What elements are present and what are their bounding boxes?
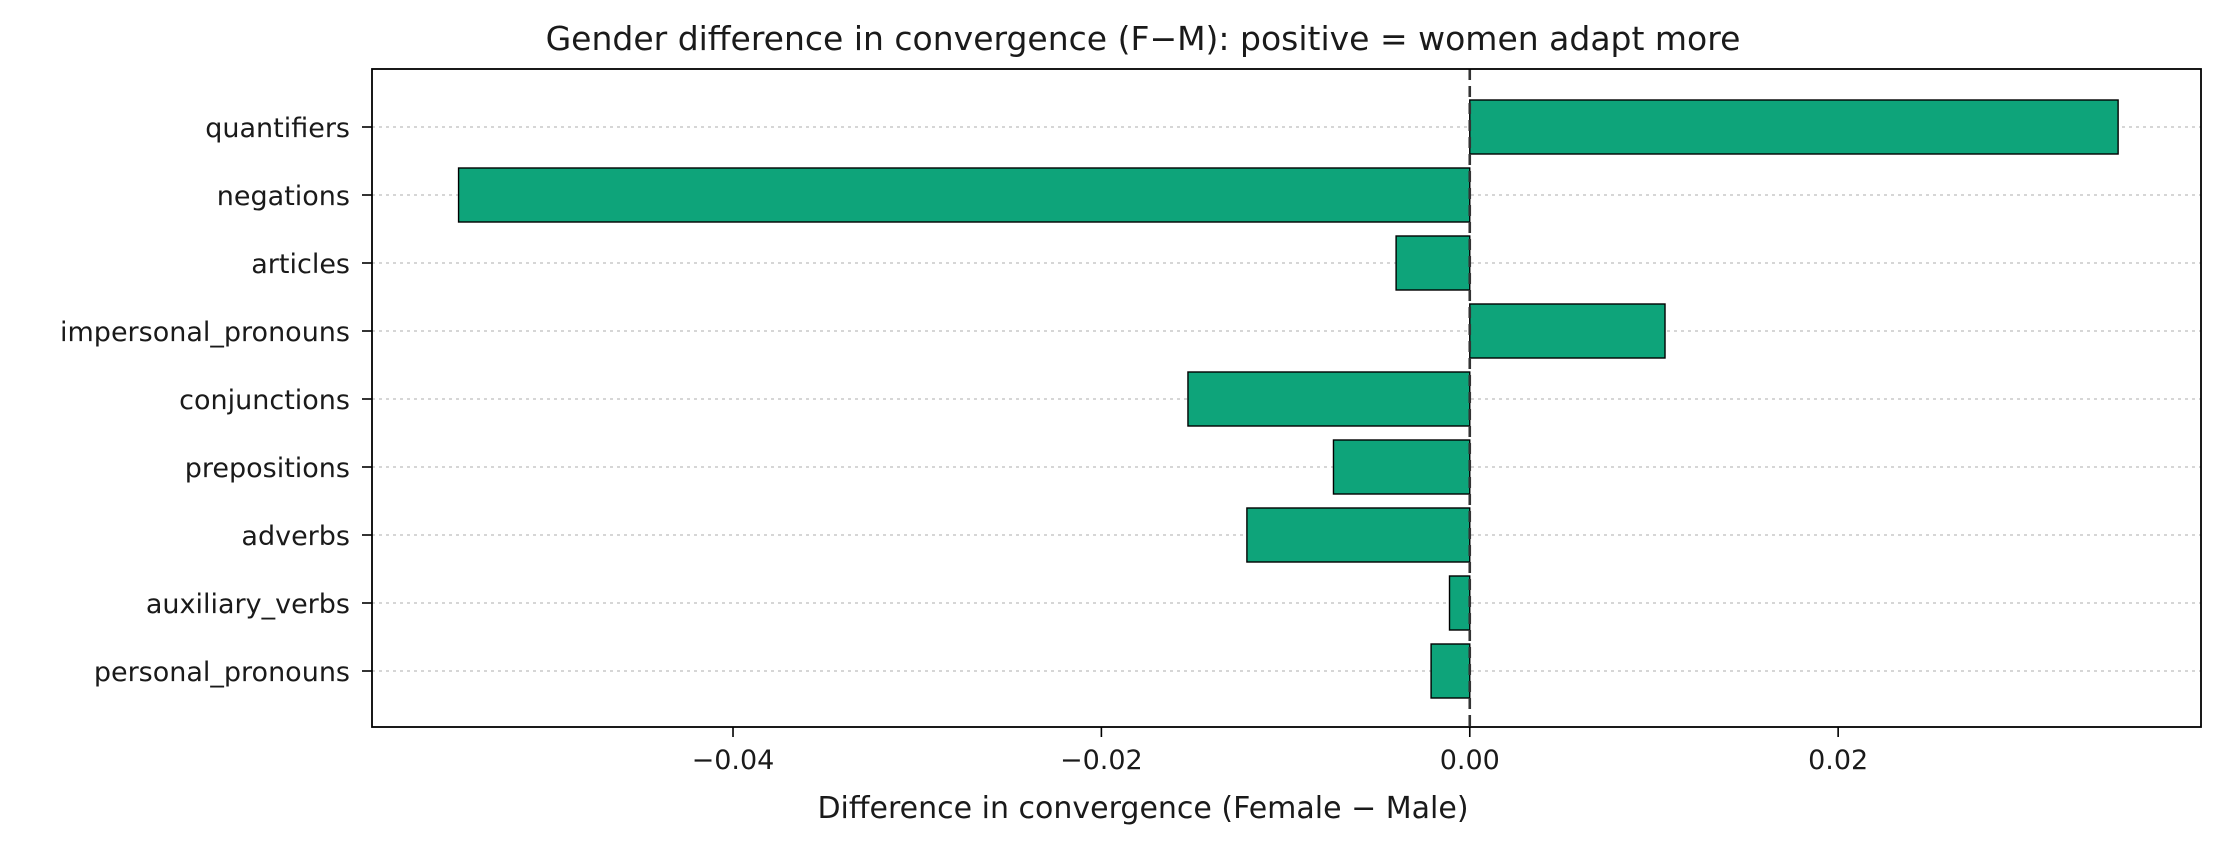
bars [457, 99, 2119, 699]
y-tick-label-prepositions: prepositions [185, 453, 350, 484]
bar-quantifiers [1469, 99, 2119, 155]
bar-prepositions [1332, 439, 1471, 495]
y-tick-label-quantifiers: quantifiers [205, 113, 350, 144]
bar-negations [457, 167, 1471, 223]
x-axis-label: Difference in convergence (Female − Male… [817, 791, 1468, 826]
y-tick-label-conjunctions: conjunctions [179, 385, 350, 416]
y-tick-label-articles: articles [251, 249, 350, 280]
x-tick-label-1: −0.02 [1060, 745, 1143, 776]
x-axis-ticks: −0.04 −0.02 0.00 0.02 [692, 727, 1868, 776]
x-tick-label-0: −0.04 [692, 745, 775, 776]
bar-personal_pronouns [1430, 643, 1471, 699]
chart-title: Gender difference in convergence (F−M): … [546, 19, 1741, 58]
y-tick-label-personal_pronouns: personal_pronouns [94, 657, 350, 688]
bar-impersonal_pronouns [1469, 303, 1666, 359]
y-tick-label-negations: negations [217, 181, 350, 212]
y-axis-ticks: quantifiers negations articles impersonal_p… [60, 113, 372, 688]
plot-frame [371, 68, 2202, 728]
bar-adverbs [1246, 507, 1471, 563]
x-tick-label-2: 0.00 [1440, 745, 1500, 776]
bar-auxiliary_verbs [1448, 575, 1471, 631]
bar-conjunctions [1187, 371, 1471, 427]
y-tick-label-impersonal_pronouns: impersonal_pronouns [60, 317, 350, 348]
y-tick-label-auxiliary_verbs: auxiliary_verbs [146, 589, 350, 620]
y-tick-label-adverbs: adverbs [241, 521, 350, 552]
x-tick-label-3: 0.02 [1808, 745, 1868, 776]
bar-articles [1395, 235, 1471, 291]
